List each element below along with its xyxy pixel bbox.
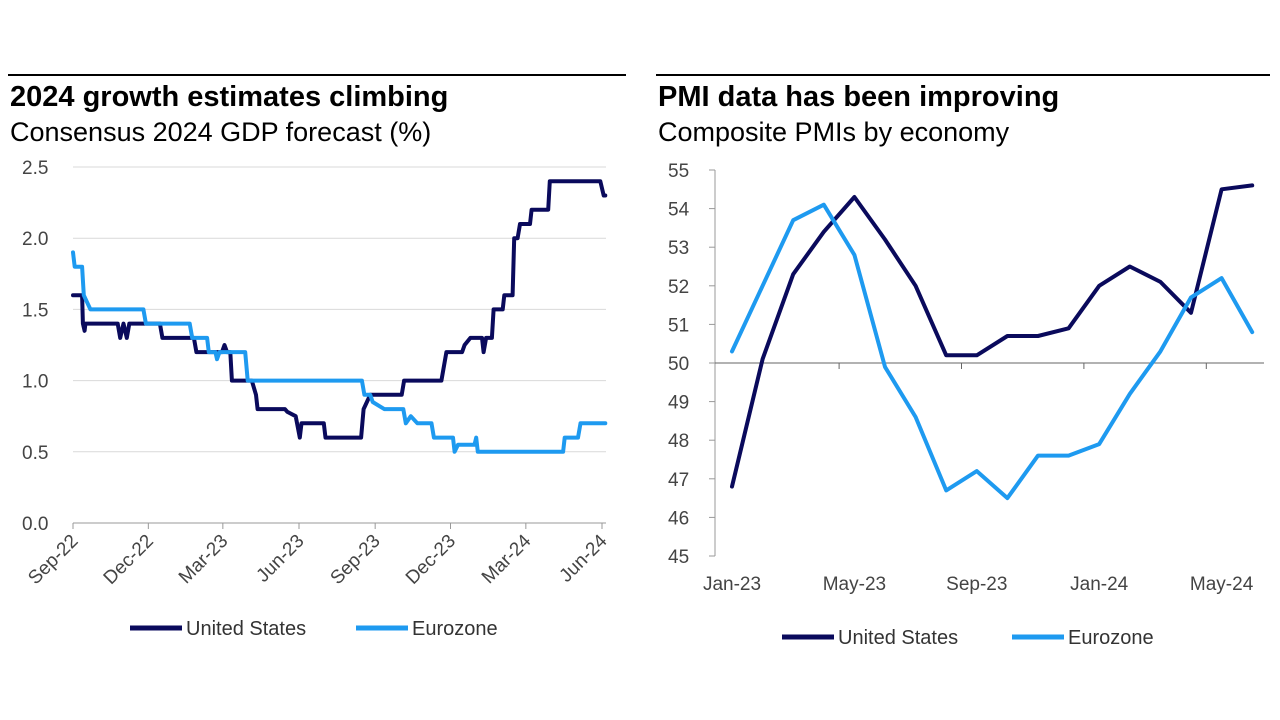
y-tick-label: 45 [668, 547, 689, 568]
x-tick-label: Jan-24 [1070, 574, 1129, 595]
y-tick-label: 55 [668, 161, 689, 182]
chart-subtitle: Consensus 2024 GDP forecast (%) [10, 117, 432, 147]
legend-label-united-states: United States [186, 618, 306, 640]
gdp-forecast-chart-panel: 2024 growth estimates climbing Consensus… [8, 74, 626, 640]
gdp-forecast-line-chart: 0.0 0.5 1.0 1.5 2.0 2.5 Sep-22 Dec-22 Mar-23 Jun-… [22, 158, 612, 640]
x-tick-label: Sep-22 [24, 531, 82, 589]
x-tick-label: Jun-24 [556, 530, 612, 586]
y-tick-label: 46 [668, 508, 689, 529]
y-tick-label: 1.5 [22, 300, 48, 321]
y-tick-label: 0.5 [22, 443, 48, 464]
x-tick-label: Mar-23 [175, 531, 232, 588]
series-line-eurozone [730, 202, 1255, 501]
y-tick-label: 49 [668, 393, 689, 414]
x-tick-label: Sep-23 [946, 574, 1007, 595]
y-tick-label: 54 [668, 200, 690, 221]
y-tick-label: 2.5 [22, 158, 48, 179]
y-tick-label: 50 [668, 354, 689, 375]
x-tick-label: Sep-23 [327, 531, 385, 589]
x-tick-label: Jun-23 [253, 531, 309, 587]
series-line-united-states [730, 183, 1255, 489]
x-tick-label: May-23 [823, 574, 886, 595]
x-tick-label: Dec-23 [402, 531, 460, 589]
pmi-line-chart: 45 46 47 48 49 50 51 52 53 54 55 Jan-23 May-23 Sep-23… [668, 161, 1264, 649]
y-tick-label: 1.0 [22, 372, 48, 393]
chart-subtitle: Composite PMIs by economy [658, 117, 1010, 147]
x-tick-label: May-24 [1190, 574, 1254, 595]
y-tick-label: 48 [668, 431, 689, 452]
legend-label-united-states: United States [838, 627, 958, 649]
x-tick-label: Dec-22 [100, 531, 158, 589]
y-tick-label: 51 [668, 315, 689, 336]
x-tick-label: Mar-24 [478, 530, 536, 588]
chart-title: PMI data has been improving [658, 81, 1060, 113]
legend-label-eurozone: Eurozone [412, 618, 498, 640]
legend-label-eurozone: Eurozone [1068, 627, 1154, 649]
x-tick-label: Jan-23 [703, 574, 761, 595]
y-tick-label: 53 [668, 238, 689, 259]
chart-top-rule [656, 74, 1270, 76]
y-tick-label: 52 [668, 277, 689, 298]
pmi-chart-panel: PMI data has been improving Composite PM… [640, 0, 1280, 720]
y-tick-label: 0.0 [22, 514, 48, 535]
chart-title: 2024 growth estimates climbing [10, 81, 449, 113]
y-tick-label: 2.0 [22, 229, 48, 250]
y-tick-label: 47 [668, 470, 689, 491]
chart-top-rule [8, 74, 626, 76]
series-line-eurozone [71, 250, 608, 454]
